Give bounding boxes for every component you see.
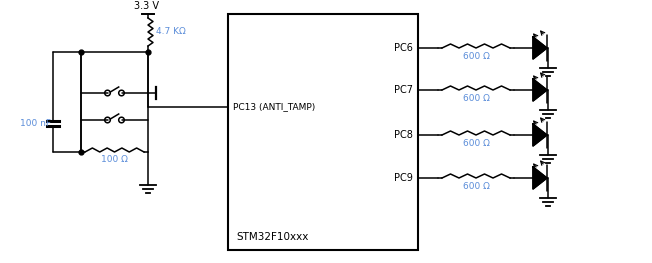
Text: PC8: PC8	[394, 130, 413, 140]
Text: 3.3 V: 3.3 V	[134, 1, 158, 11]
Text: 600 Ω: 600 Ω	[462, 52, 490, 61]
Text: 600 Ω: 600 Ω	[462, 139, 490, 148]
Polygon shape	[533, 124, 547, 146]
Text: 600 Ω: 600 Ω	[462, 94, 490, 103]
Text: PC6: PC6	[394, 43, 413, 53]
Text: 600 Ω: 600 Ω	[462, 182, 490, 191]
Text: PC13 (ANTI_TAMP): PC13 (ANTI_TAMP)	[233, 103, 316, 112]
Text: 100 Ω: 100 Ω	[101, 155, 128, 164]
Bar	[228, 14, 418, 250]
Text: PC9: PC9	[394, 173, 413, 183]
Polygon shape	[533, 37, 547, 59]
Text: PC7: PC7	[394, 85, 413, 95]
Polygon shape	[533, 167, 547, 189]
Text: 4.7 KΩ: 4.7 KΩ	[156, 28, 186, 37]
Text: 100 nF: 100 nF	[20, 119, 51, 128]
Polygon shape	[533, 79, 547, 101]
Text: STM32F10xxx: STM32F10xxx	[236, 232, 308, 242]
